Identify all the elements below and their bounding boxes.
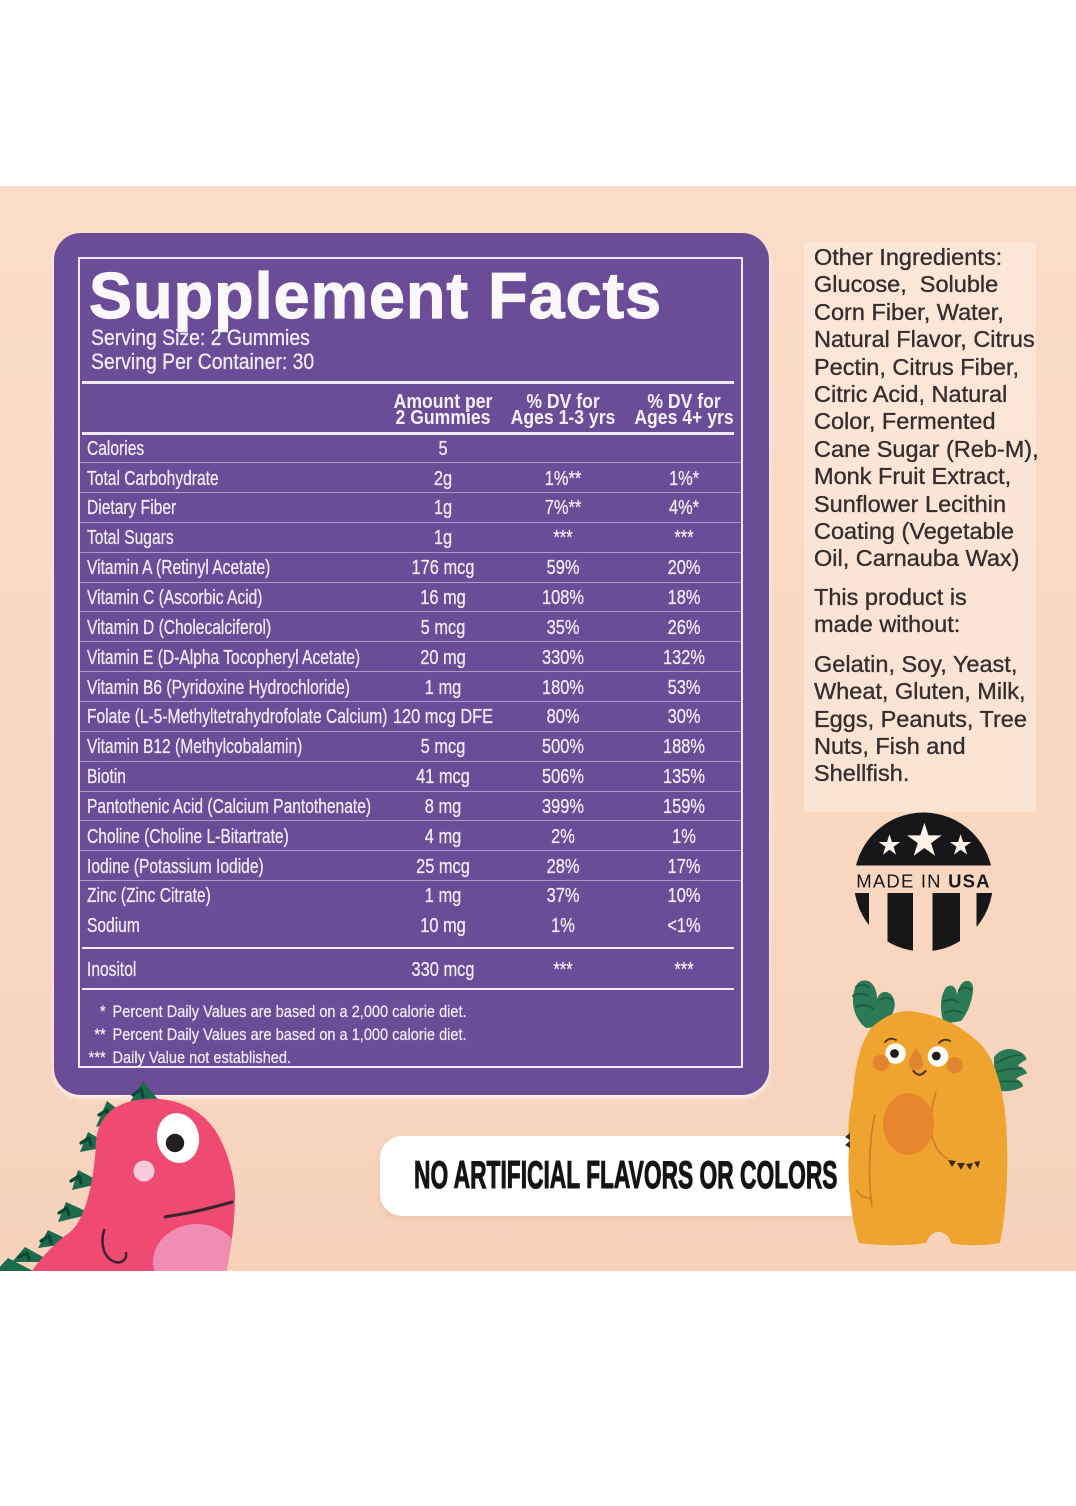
- svg-text:MADE IN USA: MADE IN USA: [856, 871, 991, 892]
